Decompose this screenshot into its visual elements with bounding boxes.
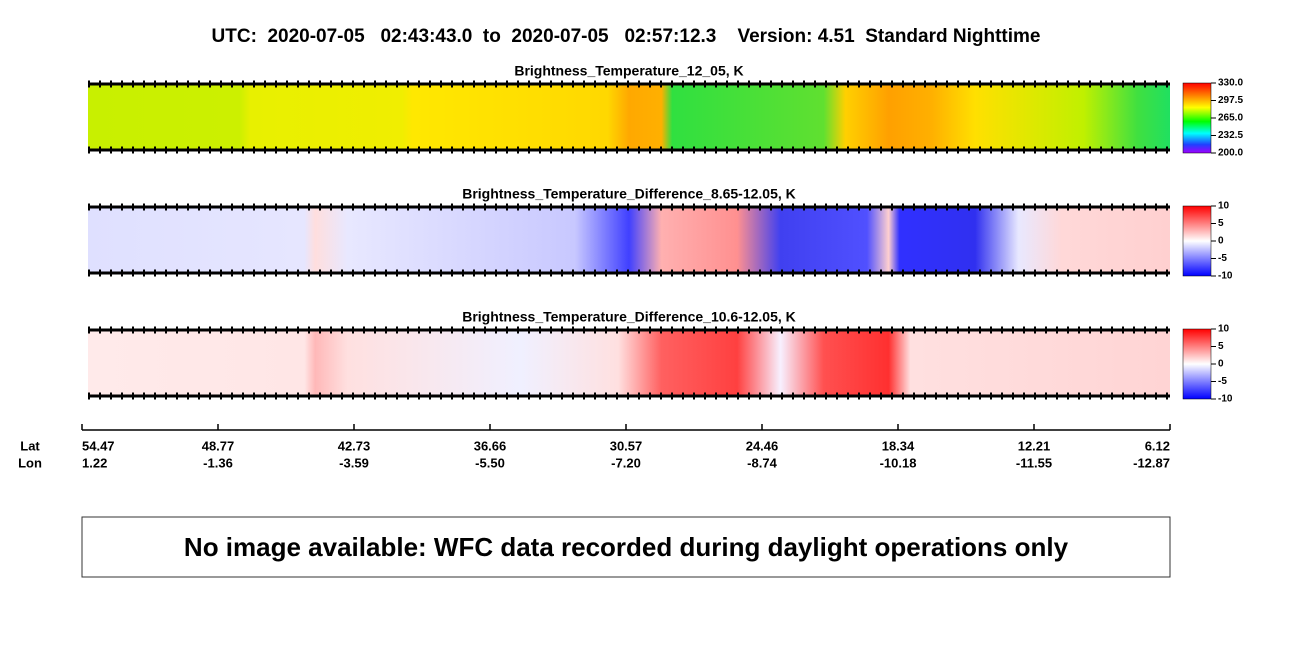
panel-title: Brightness_Temperature_Difference_8.65-1… [462, 186, 796, 202]
colorbar-label: 5 [1218, 341, 1224, 352]
colorbar-label: 330.0 [1218, 78, 1243, 89]
lat-label: 12.21 [1018, 438, 1051, 453]
lon-label: -7.20 [611, 455, 641, 470]
lat-label: 42.73 [338, 438, 371, 453]
colorbar [1182, 328, 1212, 400]
lon-label: -5.50 [475, 455, 505, 470]
colorbar-label: 0 [1218, 359, 1224, 370]
colorbar [1182, 205, 1212, 277]
lat-label: 48.77 [202, 438, 235, 453]
panel-title: Brightness_Temperature_12_05, K [514, 63, 743, 79]
lon-label: -1.36 [203, 455, 233, 470]
lat-label: 18.34 [882, 438, 915, 453]
lat-label: 36.66 [474, 438, 507, 453]
heatmap [88, 207, 1170, 273]
colorbar-label: -10 [1218, 271, 1233, 282]
colorbar-label: -5 [1218, 376, 1227, 387]
colorbar-label: 10 [1218, 324, 1230, 335]
colorbar-label: 200.0 [1218, 148, 1243, 159]
lon-label: -8.74 [747, 455, 777, 470]
lon-label: -3.59 [339, 455, 369, 470]
colorbar-label: 265.0 [1218, 113, 1243, 124]
lon-label: -10.18 [880, 455, 917, 470]
row-label: Lat [20, 438, 40, 453]
colorbar-label: 0 [1218, 236, 1224, 247]
colorbar-label: 297.5 [1218, 95, 1243, 106]
lat-label: 54.47 [82, 438, 115, 453]
colorbar-label: 10 [1218, 201, 1230, 212]
row-label: Lon [18, 455, 42, 470]
lon-label: -11.55 [1016, 455, 1052, 470]
colorbar-label: 5 [1218, 218, 1224, 229]
lat-label: 24.46 [746, 438, 779, 453]
colorbar-label: -10 [1218, 394, 1233, 405]
heatmap [88, 330, 1170, 396]
panel-title: Brightness_Temperature_Difference_10.6-1… [462, 309, 796, 325]
message-box [81, 516, 1171, 578]
lat-label: 6.12 [1145, 438, 1170, 453]
lat-label: 30.57 [610, 438, 643, 453]
message: No image available: WFC data recorded du… [184, 532, 1069, 562]
colorbar [1182, 82, 1212, 154]
lon-label: 1.22 [82, 455, 107, 470]
colorbar-label: -5 [1218, 253, 1227, 264]
colorbar-label: 232.5 [1218, 130, 1243, 141]
lon-label: -12.87 [1133, 455, 1170, 470]
heatmap [88, 84, 1170, 150]
title: UTC: 2020-07-05 02:43:43.0 to 2020-07-05… [212, 26, 1041, 47]
